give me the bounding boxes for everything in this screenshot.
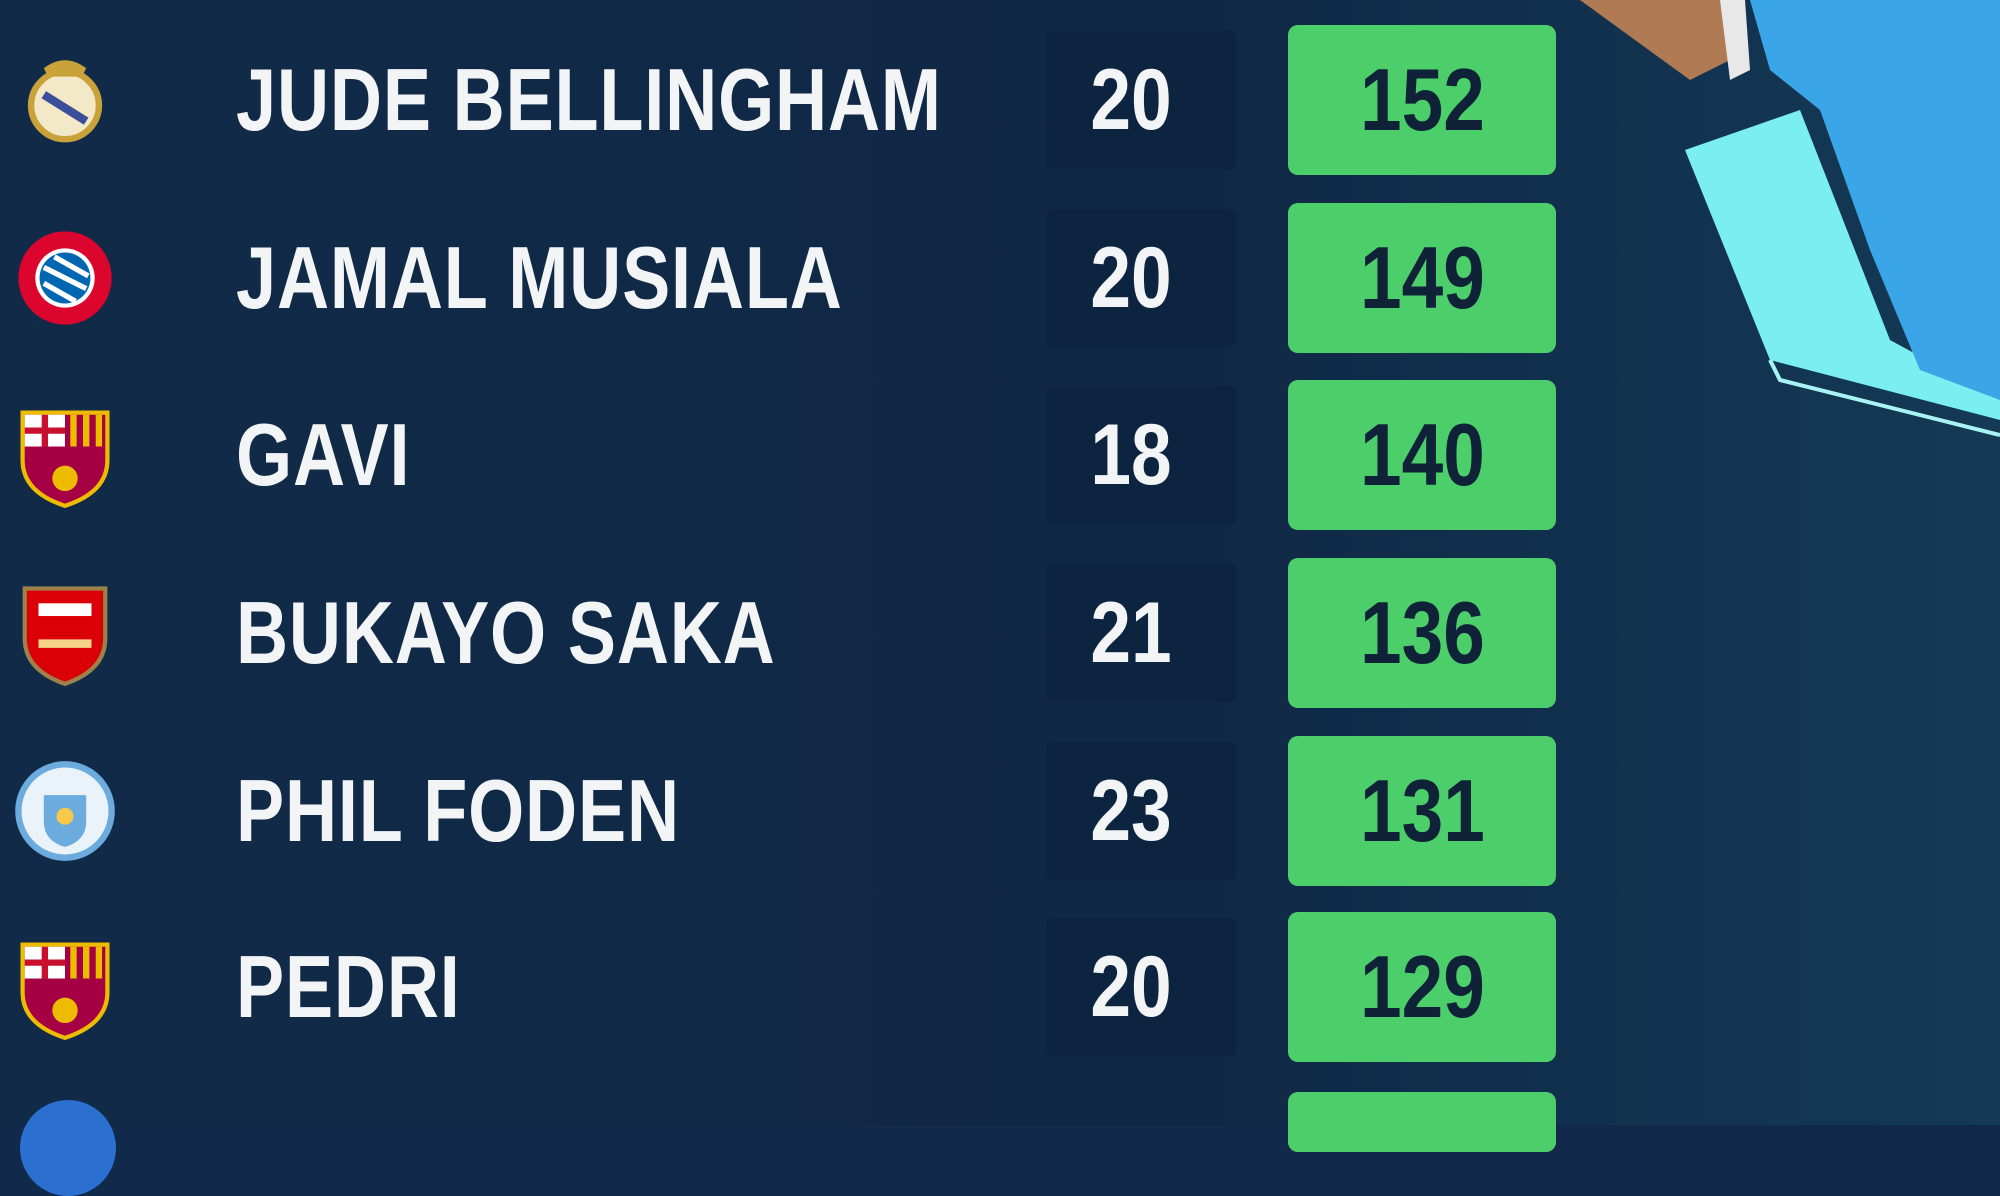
player-name: JUDE BELLINGHAM: [236, 50, 942, 149]
club-crest-icon: [18, 231, 112, 325]
player-row: PEDRI 20 129: [0, 912, 1570, 1062]
player-age: 23: [1090, 763, 1172, 859]
score-value: 129: [1359, 937, 1485, 1036]
player-age: 20: [1090, 52, 1172, 148]
age-cell: [1046, 918, 1236, 1056]
age-cell: [1046, 209, 1236, 347]
player-row: GAVI 18 140: [0, 380, 1570, 530]
player-age: 18: [1090, 407, 1172, 503]
age-cell: [1046, 742, 1236, 880]
age-cell: [1046, 564, 1236, 702]
club-crest-icon-partial: [20, 1100, 116, 1196]
score-value: 140: [1359, 405, 1485, 504]
player-age: 20: [1090, 939, 1172, 1035]
club-crest-icon: [22, 586, 108, 686]
player-row: JAMAL MUSIALA 20 149: [0, 203, 1570, 353]
player-image: [1580, 0, 2000, 437]
player-name: BUKAYO SAKA: [236, 583, 776, 682]
player-name: GAVI: [236, 405, 411, 504]
age-cell: [1046, 386, 1236, 524]
score-badge: 136: [1288, 558, 1556, 708]
score-badge: 140: [1288, 380, 1556, 530]
score-value: 152: [1359, 50, 1485, 149]
score-value: 131: [1359, 761, 1485, 860]
score-badge: 129: [1288, 912, 1556, 1062]
player-name: PHIL FODEN: [236, 761, 680, 860]
player-row: JUDE BELLINGHAM 20 152: [0, 25, 1570, 175]
club-crest-icon: [20, 410, 110, 508]
club-crest-icon: [27, 60, 103, 143]
score-value: 149: [1359, 228, 1485, 327]
age-cell: [1046, 31, 1236, 169]
player-name: JAMAL MUSIALA: [236, 228, 843, 327]
score-value: 136: [1359, 583, 1485, 682]
score-badge: 131: [1288, 736, 1556, 886]
player-row: PHIL FODEN 23 131: [0, 736, 1570, 886]
background: [0, 0, 2000, 1125]
club-crest-icon: [15, 761, 115, 861]
player-age: 20: [1090, 230, 1172, 326]
player-name: PEDRI: [236, 937, 461, 1036]
score-badge: 149: [1288, 203, 1556, 353]
player-row: BUKAYO SAKA 21 136: [0, 558, 1570, 708]
score-badge-partial: [1288, 1092, 1556, 1152]
score-badge: 152: [1288, 25, 1556, 175]
player-age: 21: [1090, 585, 1172, 681]
club-crest-icon: [20, 942, 110, 1040]
